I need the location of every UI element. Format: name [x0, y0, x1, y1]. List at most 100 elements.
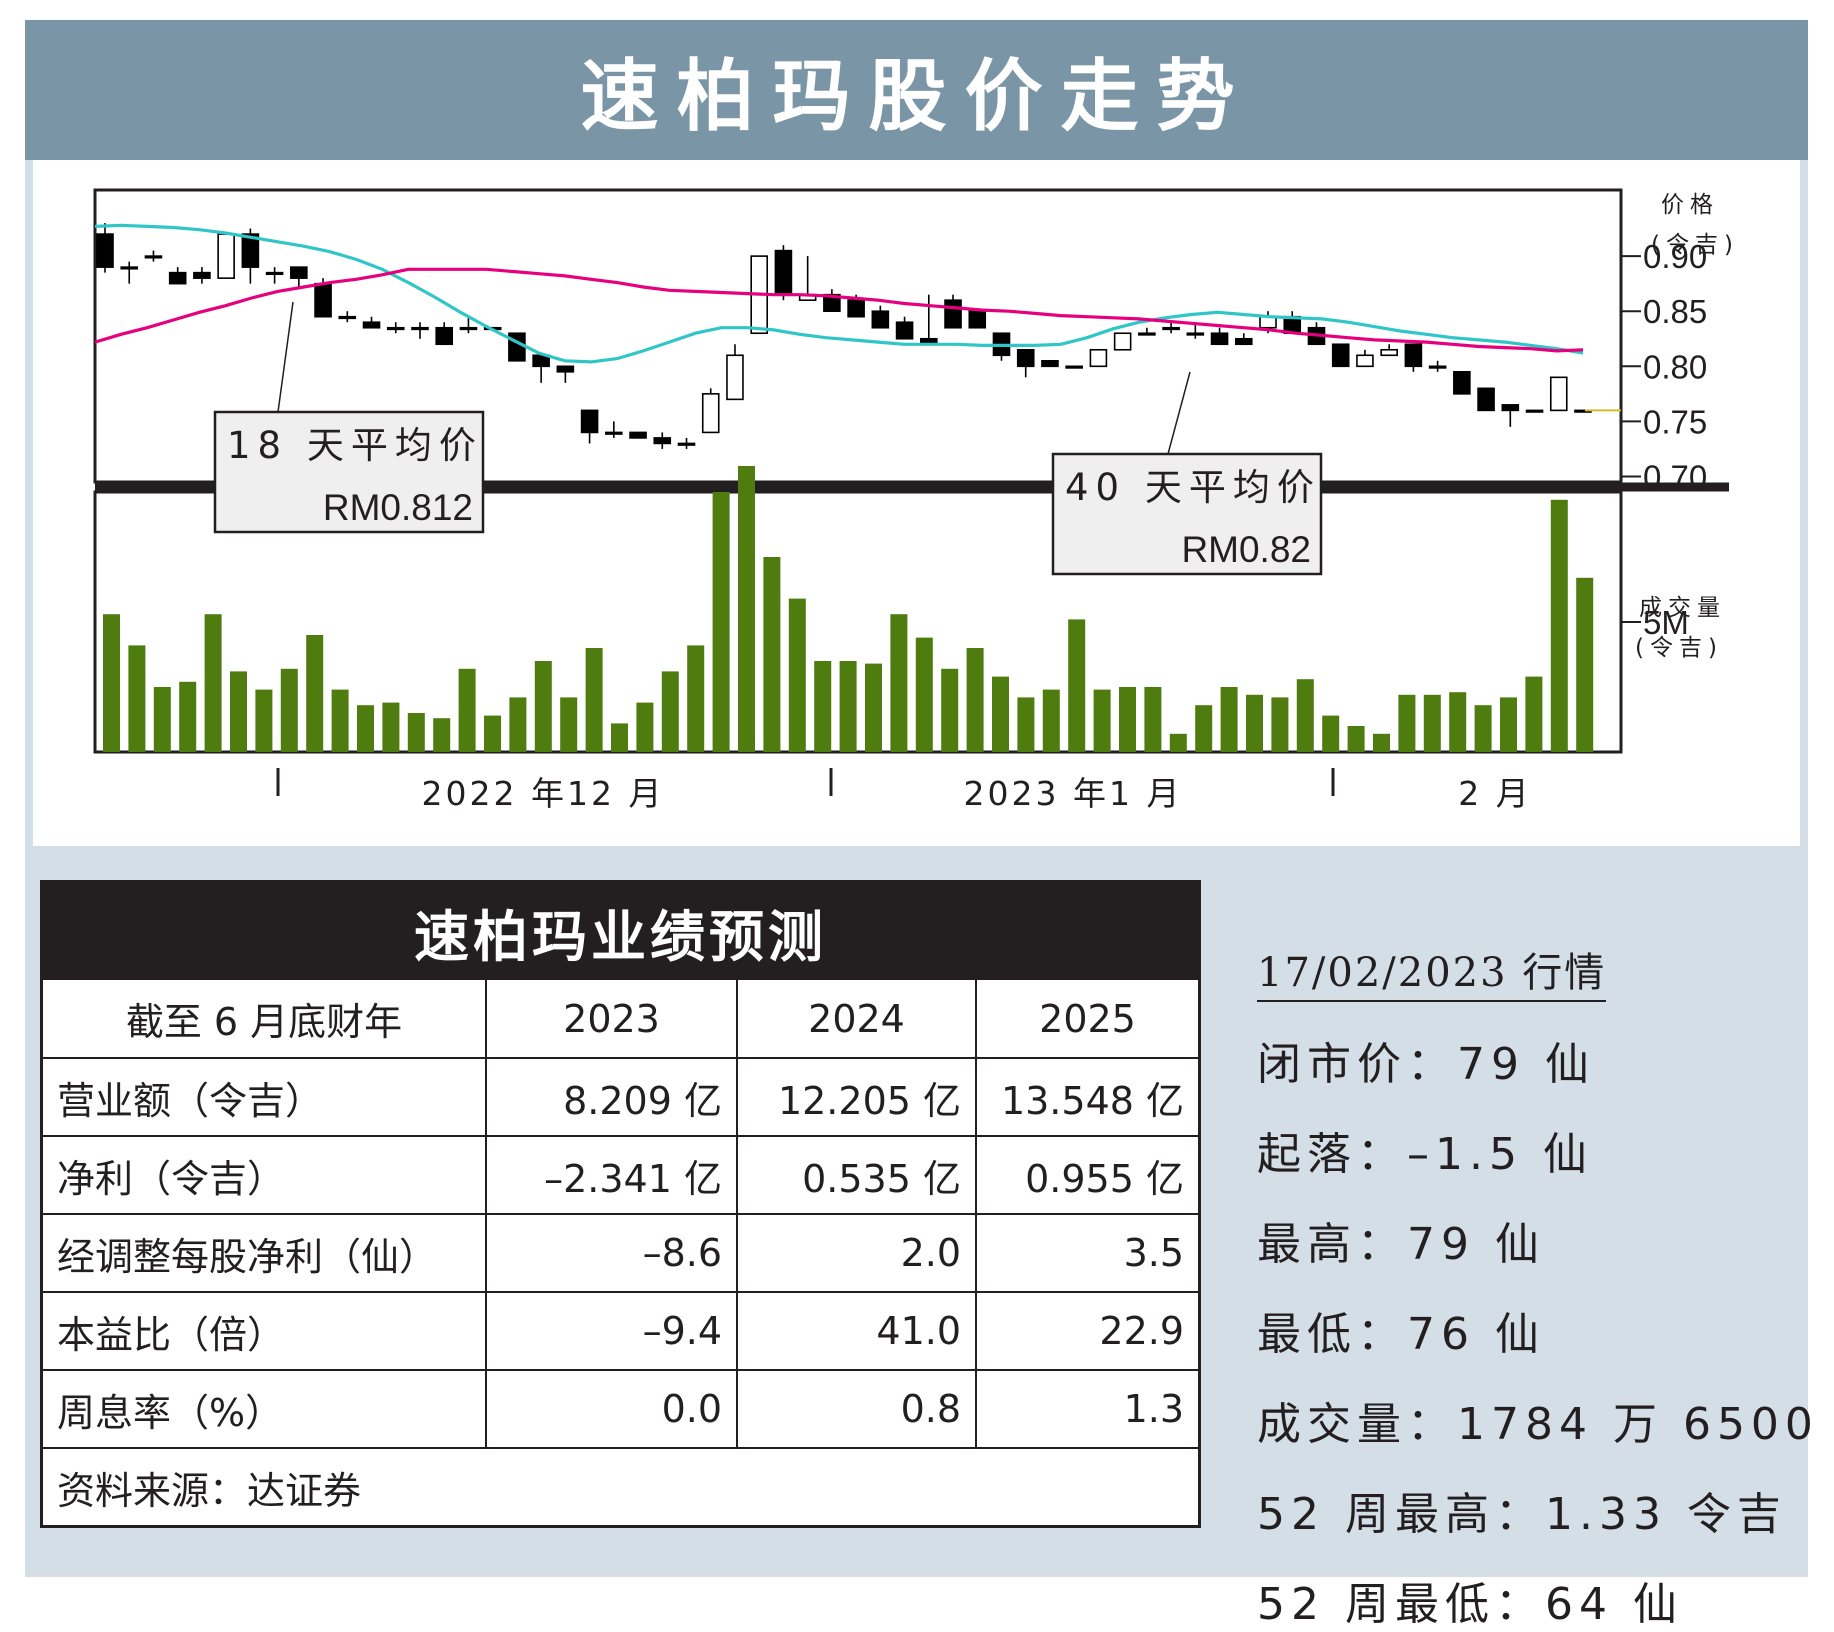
volume-axis-label: 成交量 [1639, 595, 1726, 621]
main-title: 速柏玛股价走势 [580, 52, 1253, 142]
candle-body [871, 310, 890, 329]
volume-bar [763, 557, 781, 752]
candle-body [144, 255, 163, 259]
quote-52w-high: 52 周最高：1.33 令吉 [1257, 1489, 1787, 1540]
volume-bar [1449, 692, 1467, 752]
quote-change: 起落：–1.5 仙 [1257, 1129, 1593, 1180]
volume-bar [1373, 733, 1390, 752]
table-row: 本益比（倍） –9.4 41.0 22.9 [43, 1291, 1198, 1371]
volume-bar [992, 676, 1009, 752]
table-cell: –2.341 亿 [485, 1135, 738, 1215]
volume-bar [915, 637, 933, 752]
table-header-row: 截至 6 月底财年 2023 2024 2025 [43, 980, 1198, 1059]
candle-body [1162, 326, 1180, 331]
x-axis-label: 2022 年12 月 [422, 774, 665, 813]
volume-bar [1144, 687, 1162, 752]
candle-body [1404, 343, 1423, 368]
volume-bar [1347, 726, 1365, 752]
volume-bar [814, 661, 832, 752]
volume-bar [788, 598, 806, 752]
ma40-callout-box [1051, 452, 1323, 576]
volume-bar [382, 702, 400, 752]
candle-body [1428, 365, 1447, 369]
table-row: 周息率（%） 0.0 0.8 1.3 [43, 1369, 1198, 1449]
table-cell: 12.205 亿 [736, 1057, 977, 1137]
volume-bar [941, 668, 959, 752]
quote-low: 最低：76 仙 [1257, 1309, 1545, 1360]
table-row: 经调整每股净利（仙） –8.6 2.0 3.5 [43, 1213, 1198, 1293]
volume-bar [306, 635, 324, 752]
market-quote: 17/02/2023 行情 闭市价：79 仙 起落：–1.5 仙 最高：79 仙… [1257, 940, 1834, 1632]
candle-body [459, 326, 478, 331]
volume-bar [1093, 689, 1111, 752]
volume-bar [534, 661, 552, 752]
volume-bar [179, 681, 197, 752]
volume-bar [687, 645, 705, 752]
volume-bar [890, 614, 908, 752]
price-tick-label: 0.80 [1643, 348, 1707, 385]
volume-bar [331, 689, 349, 752]
ma18-line [94, 223, 1584, 364]
candle-body [1380, 348, 1398, 357]
candle-body [823, 293, 841, 313]
candle-body [968, 310, 987, 329]
price-tick-label: 0.90 [1643, 238, 1707, 275]
candle-body [677, 442, 696, 446]
volume-bar [585, 648, 603, 752]
header-cell: 截至 6 月底财年 [43, 980, 487, 1059]
candle-body [411, 326, 429, 331]
volume-bar [865, 663, 882, 752]
volume-bar [1220, 687, 1238, 752]
volume-bar [636, 702, 654, 752]
volume-axis-unit: (令吉) [1635, 635, 1723, 661]
volume-bar [407, 713, 425, 752]
price-tick-label: 0.70 [1643, 458, 1707, 495]
table-cell: –8.6 [485, 1213, 738, 1293]
quote-close: 闭市价：79 仙 [1257, 1039, 1595, 1090]
candle-body [1356, 354, 1374, 368]
table-cell: 0.8 [736, 1369, 977, 1449]
graphic-frame: 速柏玛股价走势 0.90 0.85 0.80 0.75 0.70 价格 (令吉) 5M 成交量(… [25, 20, 1834, 1630]
quote-52w-low: 52 周最低：64 仙 [1257, 1579, 1683, 1630]
candle-body [386, 326, 405, 331]
volume-bar [153, 687, 171, 752]
table-cell: 41.0 [736, 1291, 977, 1371]
volume-bar [1398, 694, 1416, 752]
volume-bar [661, 671, 679, 752]
price-axis-label: 价格 [1661, 192, 1719, 218]
candle-body [895, 321, 914, 340]
chart-panel: 0.90 0.85 0.80 0.75 0.70 价格 (令吉) 5M 成交量 (令吉) 18 天平… [33, 160, 1800, 846]
volume-bar [1017, 697, 1035, 752]
ma40-line [94, 267, 1584, 353]
row-label: 本益比（倍） [43, 1291, 487, 1371]
volume-bar [484, 715, 501, 752]
ma18-callout-leader [277, 301, 294, 413]
ma18-callout-box [213, 410, 485, 534]
row-label: 周息率（%） [43, 1369, 487, 1449]
candle-body [1501, 404, 1520, 412]
candle-body [1234, 337, 1253, 346]
candle-body [1065, 365, 1083, 369]
forecast-grid: 截至 6 月底财年 2023 2024 2025 营业额（令吉） 8.209 亿… [43, 980, 1198, 1526]
volume-bar [1169, 733, 1187, 752]
table-cell: 22.9 [975, 1291, 1198, 1371]
row-label: 经调整每股净利（仙） [43, 1213, 487, 1293]
candle-body [701, 393, 720, 434]
volume-bar [103, 614, 120, 752]
table-cell: 1.3 [975, 1369, 1198, 1449]
candle-body [314, 282, 332, 318]
volume-bar [433, 718, 451, 752]
forecast-table: 速柏玛业绩预测 截至 6 月底财年 2023 2024 2025 营业额（令吉）… [40, 880, 1201, 1528]
ma18-callout-title: 18 天平均价 [227, 424, 483, 467]
volume-bar [1195, 705, 1213, 752]
candle-body [362, 321, 381, 329]
title-bar: 速柏玛股价走势 [25, 20, 1808, 160]
candle-body [847, 299, 865, 318]
candle-body [1549, 376, 1568, 412]
table-row: 营业额（令吉） 8.209 亿 12.205 亿 13.548 亿 [43, 1057, 1198, 1137]
volume-bar [1550, 499, 1568, 752]
volume-bar [1576, 577, 1594, 752]
volume-bar [1119, 687, 1136, 752]
candle-body [1016, 348, 1035, 368]
